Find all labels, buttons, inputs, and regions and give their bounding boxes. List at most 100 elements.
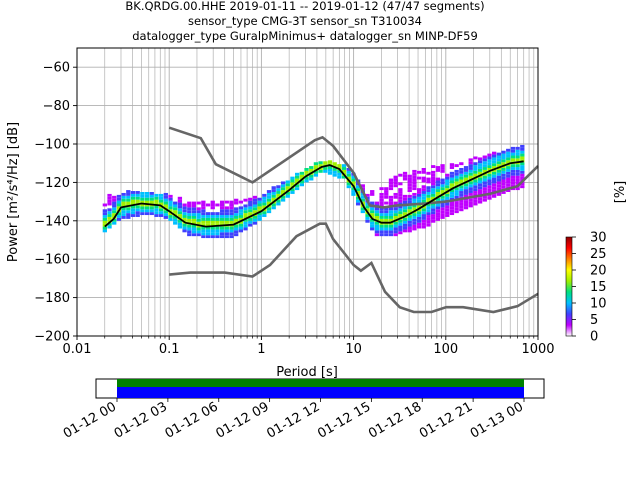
histogram-cell	[403, 198, 407, 201]
histogram-cell	[220, 206, 224, 209]
histogram-cell	[187, 233, 191, 236]
histogram-cell	[234, 210, 238, 213]
histogram-cell	[408, 183, 412, 186]
histogram-cell	[403, 201, 407, 204]
histogram-cell	[215, 227, 219, 230]
histogram-cell	[398, 200, 402, 203]
histogram-cell	[192, 216, 196, 219]
histogram-cell	[422, 188, 426, 191]
histogram-cell	[501, 182, 505, 185]
timeline-ticks: 01-12 0001-12 0301-12 0601-12 0901-12 12…	[61, 398, 526, 442]
histogram-cell	[103, 212, 107, 215]
histogram-cell	[469, 170, 473, 173]
histogram-cell	[337, 164, 341, 167]
histogram-cell	[126, 193, 130, 196]
histogram-cell	[375, 210, 379, 213]
histogram-cell	[436, 183, 440, 186]
histogram-cell	[234, 216, 238, 219]
histogram-cell	[492, 183, 496, 186]
histogram-cell	[206, 215, 210, 218]
histogram-cell	[497, 156, 501, 159]
histogram-cell	[262, 214, 266, 217]
histogram-cell	[473, 188, 477, 191]
histogram-cell	[497, 184, 501, 187]
histogram-cell	[431, 177, 435, 180]
histogram-cell	[417, 191, 421, 194]
histogram-cell	[445, 205, 449, 208]
histogram-cell	[370, 202, 374, 205]
histogram-cell	[398, 208, 402, 211]
histogram-cell	[464, 204, 468, 207]
histogram-cell	[511, 153, 515, 156]
histogram-cell	[478, 178, 482, 181]
histogram-cell	[379, 233, 383, 236]
histogram-cell	[440, 181, 444, 184]
histogram-cell	[173, 204, 177, 207]
histogram-cell	[459, 177, 463, 180]
histogram-cell	[103, 227, 107, 230]
histogram-cell	[403, 175, 407, 178]
histogram-cell	[417, 217, 421, 220]
histogram-cell	[239, 229, 243, 232]
histogram-cell	[323, 170, 327, 173]
histogram-cell	[239, 201, 243, 204]
histogram-cell	[426, 215, 430, 218]
histogram-cell	[351, 193, 355, 196]
histogram-cell	[187, 225, 191, 228]
histogram-cell	[422, 168, 426, 171]
histogram-cell	[501, 174, 505, 177]
histogram-cell	[384, 228, 388, 231]
histogram-cell	[342, 167, 346, 170]
y-tick-label: −180	[34, 291, 70, 306]
histogram-cell	[450, 209, 454, 212]
histogram-cell	[243, 222, 247, 225]
histogram-cell	[440, 164, 444, 167]
histogram-cell	[229, 221, 233, 224]
histogram-cell	[408, 221, 412, 224]
histogram-cell	[225, 229, 229, 232]
histogram-cell	[333, 171, 337, 174]
x-tick-label: 10	[345, 342, 362, 357]
histogram-cell	[422, 226, 426, 229]
histogram-cell	[436, 180, 440, 183]
histogram-cell	[422, 220, 426, 223]
histogram-cell	[145, 209, 149, 212]
histogram-cell	[422, 197, 426, 200]
histogram-cell	[473, 156, 477, 159]
histogram-cell	[379, 187, 383, 190]
histogram-cell	[257, 204, 261, 207]
histogram-cell	[121, 216, 125, 219]
histogram-cell	[112, 196, 116, 199]
histogram-cell	[422, 223, 426, 226]
histogram-cell	[159, 194, 163, 197]
histogram-cell	[450, 178, 454, 181]
histogram-cell	[150, 206, 154, 209]
histogram-cell	[197, 202, 201, 205]
histogram-cell	[506, 183, 510, 186]
histogram-cell	[126, 190, 130, 193]
histogram-cell	[426, 180, 430, 183]
histogram-cell	[454, 173, 458, 176]
histogram-cell	[164, 202, 168, 205]
histogram-cell	[229, 206, 233, 209]
histogram-cell	[478, 189, 482, 192]
histogram-cell	[483, 161, 487, 164]
histogram-cell	[229, 232, 233, 235]
histogram-cell	[136, 197, 140, 200]
histogram-cell	[403, 221, 407, 224]
histogram-cell	[286, 180, 290, 183]
histogram-cell	[342, 164, 346, 167]
histogram-cell	[281, 181, 285, 184]
colorbar-tick-label: 15	[590, 280, 607, 295]
histogram-cell	[211, 212, 215, 215]
histogram-cell	[497, 158, 501, 161]
histogram-cell	[253, 199, 257, 202]
histogram-cell	[145, 195, 149, 198]
histogram-cell	[215, 235, 219, 238]
histogram-cell	[459, 188, 463, 191]
x-axis-label: Period [s]	[276, 365, 338, 380]
histogram-cell	[515, 153, 519, 156]
histogram-cell	[483, 176, 487, 179]
histogram-cell	[436, 178, 440, 181]
histogram-cell	[379, 230, 383, 233]
